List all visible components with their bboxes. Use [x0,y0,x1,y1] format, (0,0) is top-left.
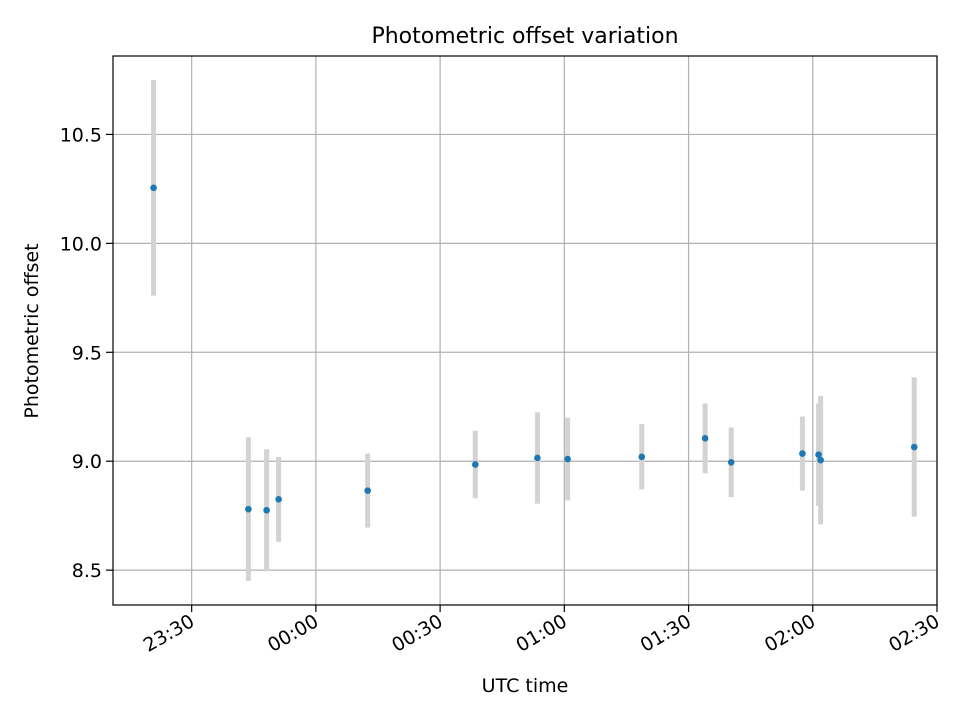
data-point [150,184,157,192]
data-point [701,435,709,442]
y-axis-label: Photometric offset [21,243,43,418]
grid [113,56,938,605]
data-point [275,496,282,503]
data-point [472,461,479,468]
y-tick-label: 10.0 [60,233,102,255]
data-point [817,456,824,464]
y-tick-label: 9.5 [72,342,102,364]
y-tick-label: 9.0 [72,451,102,473]
data-point [245,505,252,513]
y-tick-label: 8.5 [72,560,102,582]
y-tick-label: 10.5 [60,124,102,146]
data-point [815,451,822,458]
data-point [364,487,371,494]
chart-title: Photometric offset variation [371,24,678,49]
data-point [534,454,541,462]
data-point [638,453,646,461]
data-points [150,184,918,514]
data-point [564,455,571,463]
data-point [263,506,270,514]
plot-frame [112,55,938,606]
data-point [727,459,735,466]
data-point [799,450,806,457]
data-point [910,443,918,451]
x-axis-label: UTC time [482,675,569,697]
